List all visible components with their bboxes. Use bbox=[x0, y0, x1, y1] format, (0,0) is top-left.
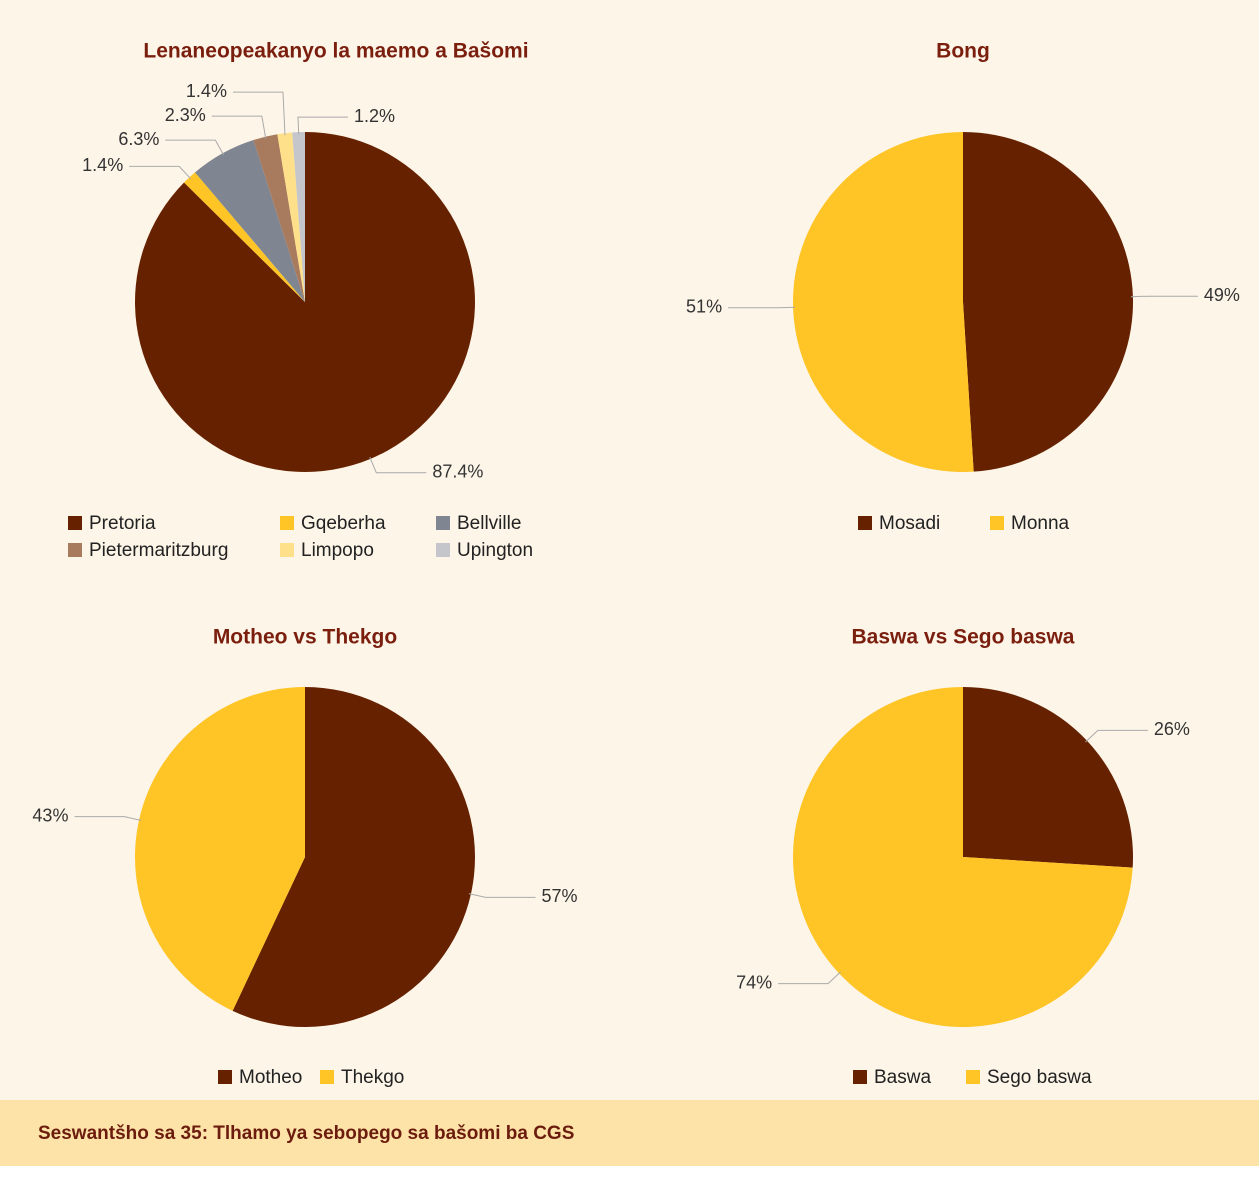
legend-swatch bbox=[68, 516, 82, 530]
leader-line bbox=[211, 115, 267, 139]
legend-swatch bbox=[320, 1070, 334, 1084]
pie-slice bbox=[253, 134, 305, 302]
legend-swatch bbox=[966, 1070, 980, 1084]
data-label: 1.4% bbox=[186, 81, 227, 101]
pie-slice bbox=[793, 132, 974, 472]
legend-label: Pretoria bbox=[89, 513, 156, 534]
leader-line bbox=[1130, 295, 1198, 298]
chart-title: Bong bbox=[936, 40, 990, 63]
legend-label: Bellville bbox=[457, 513, 521, 534]
legend-label: Sego baswa bbox=[987, 1067, 1092, 1088]
legend-label: Monna bbox=[1011, 513, 1070, 534]
data-label: 2.3% bbox=[165, 105, 206, 125]
footer-space bbox=[0, 1166, 1259, 1198]
legend-label: Motheo bbox=[239, 1067, 302, 1088]
leader-line bbox=[74, 816, 142, 821]
leader-line bbox=[297, 116, 349, 135]
legend-label: Baswa bbox=[874, 1067, 931, 1088]
leader-line bbox=[232, 91, 286, 136]
legend-label: Gqeberha bbox=[301, 513, 386, 534]
leader-line bbox=[728, 306, 796, 309]
leader-line bbox=[165, 139, 225, 156]
pie-slice bbox=[793, 687, 1133, 1027]
pie-slice bbox=[292, 132, 305, 302]
legend-swatch bbox=[853, 1070, 867, 1084]
leader-line bbox=[369, 456, 427, 474]
chart-title: Baswa vs Sego baswa bbox=[852, 626, 1075, 649]
data-label: 51% bbox=[686, 297, 722, 317]
legend-swatch bbox=[436, 543, 450, 557]
legend-swatch bbox=[68, 543, 82, 557]
data-label: 43% bbox=[32, 805, 68, 825]
legend-swatch bbox=[858, 516, 872, 530]
data-label: 1.2% bbox=[354, 106, 395, 126]
caption: Seswantšho sa 35: Tlhamo ya sebopego sa … bbox=[38, 1123, 574, 1144]
legend-swatch bbox=[436, 516, 450, 530]
legend-label: Mosadi bbox=[879, 513, 940, 534]
pie-slice bbox=[232, 687, 475, 1027]
chart-title: Motheo vs Thekgo bbox=[213, 626, 397, 649]
leader-line bbox=[129, 165, 192, 180]
chart-title: Lenaneopeakanyo la maemo a Bašomi bbox=[143, 40, 528, 63]
leader-line bbox=[1085, 729, 1148, 743]
data-label: 1.4% bbox=[82, 155, 123, 175]
data-label: 6.3% bbox=[118, 129, 159, 149]
pie-slice bbox=[963, 687, 1133, 868]
data-label: 87.4% bbox=[432, 461, 483, 481]
legend-label: Thekgo bbox=[341, 1067, 404, 1088]
pie-slice bbox=[195, 139, 305, 302]
leader-line bbox=[468, 893, 536, 898]
leader-line bbox=[778, 971, 841, 985]
data-label: 57% bbox=[542, 886, 578, 906]
pie-slice bbox=[277, 132, 305, 302]
legend-swatch bbox=[990, 516, 1004, 530]
legend-label: Upington bbox=[457, 540, 533, 561]
caption-band bbox=[0, 1100, 1259, 1166]
pie-slice bbox=[963, 132, 1134, 472]
data-label: 26% bbox=[1154, 719, 1190, 739]
legend-swatch bbox=[280, 516, 294, 530]
pie-slice bbox=[134, 687, 305, 1011]
pie-slice bbox=[184, 172, 305, 302]
data-label: 74% bbox=[736, 972, 772, 992]
legend-label: Limpopo bbox=[301, 540, 374, 561]
data-label: 49% bbox=[1204, 285, 1240, 305]
legend-swatch bbox=[218, 1070, 232, 1084]
legend-label: Pietermaritzburg bbox=[89, 540, 228, 561]
legend-swatch bbox=[280, 543, 294, 557]
